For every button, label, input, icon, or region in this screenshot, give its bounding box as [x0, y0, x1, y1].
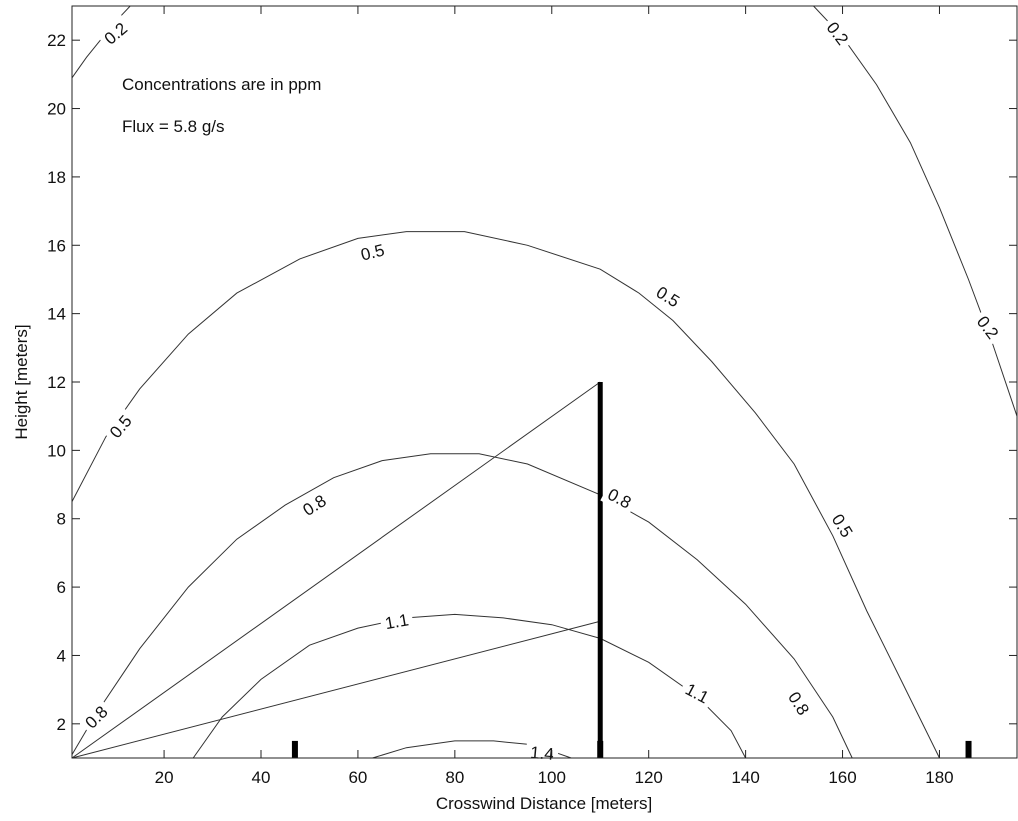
contour-0.8-segment-0 [71, 453, 853, 759]
ground-markers [291, 740, 972, 758]
y-tick-label-16: 16 [47, 236, 66, 255]
contour-label-halo [819, 13, 857, 53]
contour-label-halo [677, 675, 717, 711]
x-axis-ticks: 20 40 60 80 100 120 140 160 180 [155, 6, 954, 787]
y-axis-label: Height [meters] [12, 324, 31, 439]
y-tick-label-22: 22 [47, 31, 66, 50]
ground-marker-0 [291, 740, 298, 758]
sightline-1 [71, 620, 601, 759]
x-tick-label-60: 60 [348, 768, 367, 787]
y-tick-label-12: 12 [47, 373, 66, 392]
contour-label-halo [77, 697, 116, 737]
x-axis-label: Crosswind Distance [meters] [436, 794, 652, 813]
contour-label-halo [379, 607, 415, 635]
contour-label-halo [96, 14, 135, 53]
contour-label-text: 1.1 [383, 610, 410, 633]
contour-0.5-segment-0 [71, 231, 940, 759]
x-tick-label-180: 180 [925, 768, 953, 787]
y-tick-label-14: 14 [47, 305, 66, 324]
y-tick-label-4: 4 [57, 646, 66, 665]
contour-label-halo [600, 480, 639, 516]
ground-marker-2 [965, 740, 972, 758]
contour-label-halo [525, 740, 559, 766]
y-tick-label-18: 18 [47, 168, 66, 187]
x-tick-label-80: 80 [445, 768, 464, 787]
x-tick-label-40: 40 [252, 768, 271, 787]
contour-label-0.5-1: 0.5 [354, 237, 391, 267]
contour-label-halo [294, 487, 334, 523]
x-tick-label-20: 20 [155, 768, 174, 787]
contour-label-1.4-0: 1.4 [525, 740, 559, 766]
annotation-flux: Flux = 5.8 g/s [122, 117, 225, 136]
y-tick-label-20: 20 [47, 100, 66, 119]
y-axis-ticks: 2 4 6 8 10 12 14 16 18 20 22 [47, 31, 1017, 734]
ground-marker-1 [597, 740, 604, 758]
x-tick-label-160: 160 [828, 768, 856, 787]
x-tick-label-100: 100 [538, 768, 566, 787]
annotation-units: Concentrations are in ppm [122, 75, 321, 94]
y-tick-label-2: 2 [57, 715, 66, 734]
contour-label-halo [824, 506, 861, 545]
instrument-lines [71, 381, 603, 759]
sightline-0 [71, 381, 601, 759]
y-tick-label-10: 10 [47, 441, 66, 460]
y-tick-label-8: 8 [57, 510, 66, 529]
contour-label-halo [648, 278, 688, 315]
contour-label-halo [969, 307, 1007, 347]
contour-label-1.1-0: 1.1 [379, 607, 415, 635]
x-tick-label-120: 120 [635, 768, 663, 787]
contour-label-halo [354, 237, 391, 267]
x-tick-label-140: 140 [731, 768, 759, 787]
contour-label-text: 1.4 [529, 743, 554, 764]
y-tick-label-6: 6 [57, 578, 66, 597]
contour-label-halo [781, 683, 817, 723]
contour-label-halo [101, 407, 140, 446]
